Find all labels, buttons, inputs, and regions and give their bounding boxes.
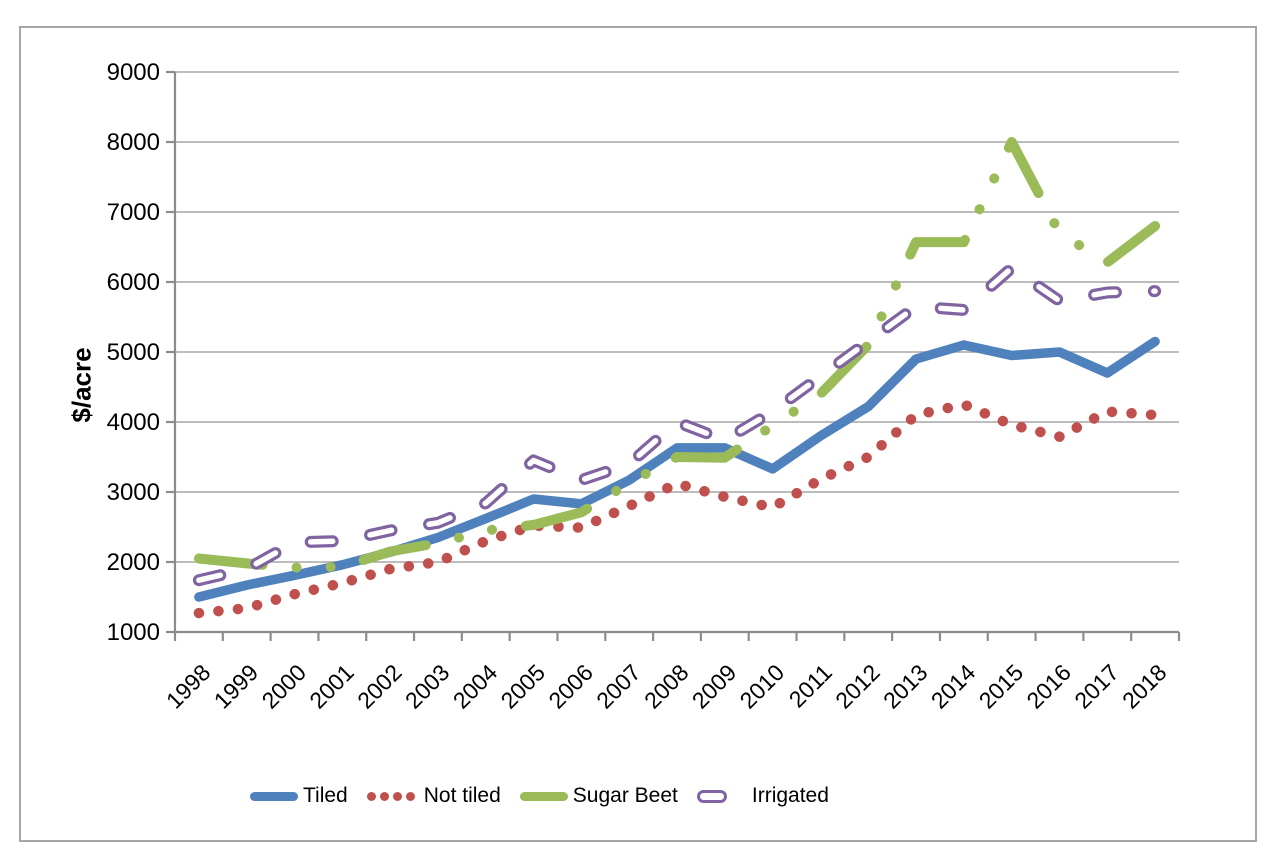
gridlines <box>175 71 1179 563</box>
x-tick-label: 2008 <box>639 659 694 714</box>
x-tick-label: 2006 <box>543 659 598 714</box>
axes <box>166 70 1181 641</box>
chart-frame <box>19 26 1257 842</box>
y-axis-tick-labels: 1000 2000 3000 4000 5000 6000 7000 8000 9000 <box>107 59 160 646</box>
x-tick-label: 2001 <box>304 659 359 714</box>
y-tick-label: 3000 <box>107 479 160 506</box>
dot-icon <box>366 791 376 801</box>
dot-icon <box>379 791 389 801</box>
x-tick-label: 2016 <box>1021 659 1076 714</box>
y-tick-label: 1000 <box>107 619 160 646</box>
sugar-beet-line-swatch <box>519 791 568 801</box>
y-tick-label: 5000 <box>107 339 160 366</box>
series-irrigated <box>192 262 1162 587</box>
x-tick-label: 2003 <box>400 659 455 714</box>
x-tick-label: 2012 <box>830 659 885 714</box>
legend-item-not-tiled: Not tiled <box>366 784 501 808</box>
y-tick-label: 8000 <box>107 129 160 156</box>
tiled-line-swatch <box>250 791 298 801</box>
series-tiled <box>194 336 1160 602</box>
x-tick-label: 2007 <box>591 659 646 714</box>
not-tiled-dots-swatch <box>366 791 415 801</box>
x-tick-label: 2010 <box>735 659 790 714</box>
x-tick-label: 2005 <box>496 659 551 714</box>
x-tick-label: 2000 <box>256 659 311 714</box>
y-tick-label: 7000 <box>107 199 160 226</box>
y-tick-label: 4000 <box>107 409 160 436</box>
x-tick-label: 2011 <box>784 659 837 712</box>
x-tick-label: 2017 <box>1069 659 1124 714</box>
legend: Tiled Not tiled Sugar Beet Irrigated <box>250 784 829 808</box>
series-sugar-beet <box>193 137 1161 573</box>
y-tick-label: 2000 <box>107 549 160 576</box>
irrigated-dash-swatch <box>696 789 727 803</box>
legend-label-irrigated: Irrigated <box>751 784 829 807</box>
y-tick-label: 9000 <box>107 59 160 86</box>
x-tick-label: 2002 <box>352 659 407 714</box>
dot-icon <box>405 791 415 801</box>
legend-item-tiled: Tiled <box>250 784 348 808</box>
legend-label-tiled: Tiled <box>303 784 348 807</box>
x-axis-tick-labels: 1998199920002001200220032004200520062007… <box>161 659 1172 714</box>
legend-item-sugar-beet: Sugar Beet <box>519 784 678 808</box>
y-axis-title: $/acre <box>66 347 97 423</box>
series-not-tiled <box>193 399 1161 619</box>
x-tick-label: 2004 <box>448 659 503 714</box>
x-tick-label: 2013 <box>878 659 933 714</box>
legend-label-not-tiled: Not tiled <box>423 784 501 807</box>
x-tick-label: 1998 <box>161 659 216 714</box>
dot-icon <box>392 791 402 801</box>
x-tick-label: 2014 <box>926 659 981 714</box>
x-tick-label: 2015 <box>974 659 1029 714</box>
x-tick-label: 1999 <box>209 659 264 714</box>
x-tick-label: 2009 <box>687 659 742 714</box>
y-tick-label: 6000 <box>107 269 160 296</box>
legend-item-irrigated: Irrigated <box>696 784 829 808</box>
legend-label-sugar-beet: Sugar Beet <box>572 784 678 807</box>
x-tick-label: 2018 <box>1117 659 1172 714</box>
